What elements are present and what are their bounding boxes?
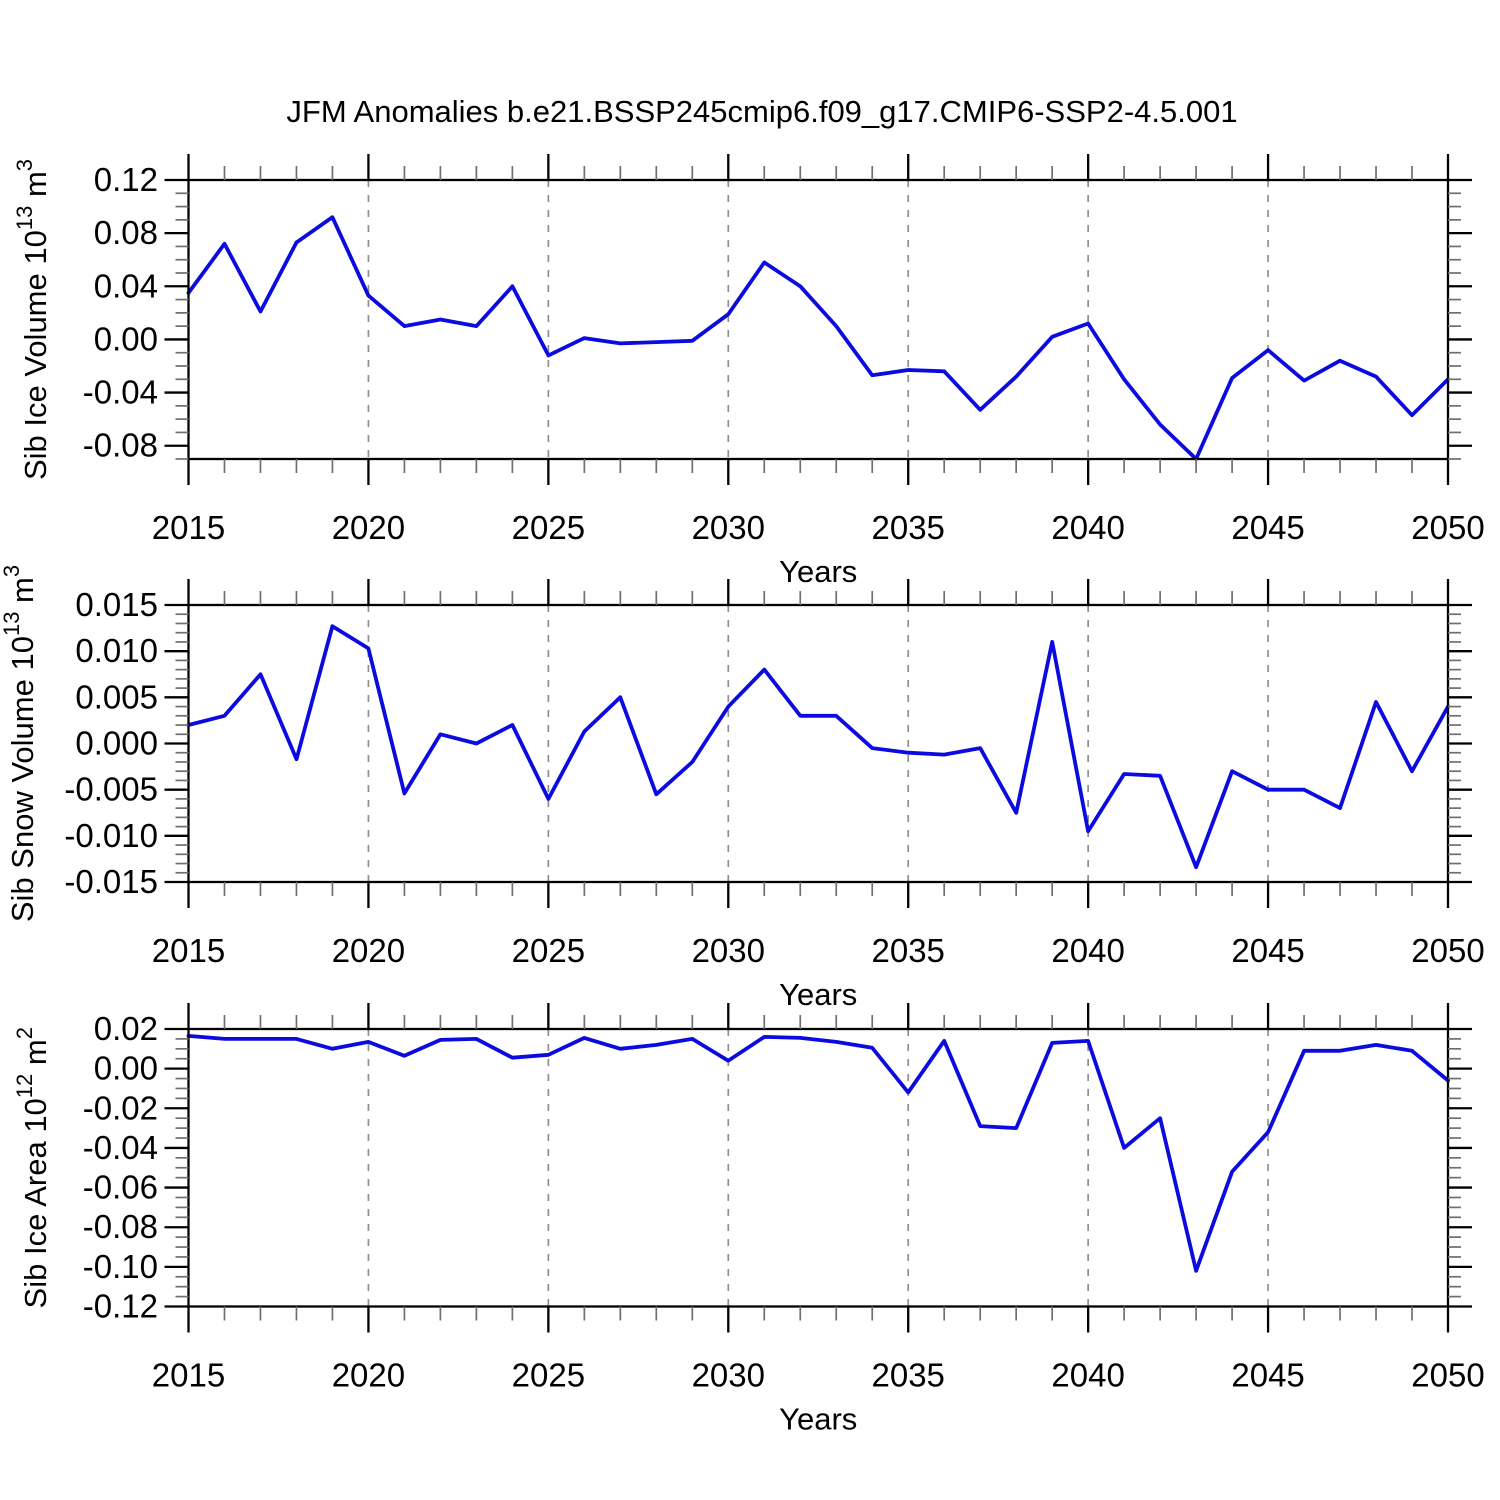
- gridlines: [367, 605, 1269, 882]
- y-axis-title-sib-ice-area: Sib Ice Area 1012 m2: [12, 1027, 53, 1308]
- x-axis-title: Years: [779, 977, 857, 1012]
- ticks: [164, 579, 1472, 908]
- y-tick-label: 0.000: [75, 725, 158, 762]
- y-tick-label: -0.12: [83, 1288, 158, 1325]
- x-tick-label: 2035: [872, 509, 945, 546]
- y-tick-label: -0.06: [83, 1169, 158, 1206]
- x-tick-label: 2040: [1051, 1357, 1124, 1394]
- x-tick-label: 2040: [1051, 932, 1124, 969]
- x-tick-label: 2030: [692, 932, 765, 969]
- ticks: [164, 1003, 1472, 1333]
- x-tick-label: 2015: [152, 1357, 225, 1394]
- x-tick-label: 2030: [692, 1357, 765, 1394]
- y-tick-label: 0.02: [94, 1010, 158, 1047]
- x-tick-label: 2020: [332, 509, 405, 546]
- y-tick-label: -0.08: [83, 1208, 158, 1245]
- y-tick-label: -0.04: [83, 1129, 158, 1166]
- y-tick-label: -0.010: [64, 817, 158, 854]
- plot-line-sib-ice-area: [186, 1034, 1450, 1273]
- panel-sib-ice-volume: 0.12 0.08 0.04 0.00 -0.04 -0.08 2015 2020 2025 20…: [12, 154, 1485, 589]
- panel-sib-snow-volume: 0.015 0.010 0.005 0.000 -0.005 -0.010 -0.015 20…: [0, 565, 1485, 1012]
- chart-title: JFM Anomalies b.e21.BSSP245cmip6.f09_g17…: [286, 94, 1237, 129]
- y-tick-label: 0.08: [94, 214, 158, 251]
- y-tick-label: 0.04: [94, 267, 158, 304]
- y-tick-label: -0.10: [83, 1248, 158, 1285]
- x-tick-label: 2020: [332, 932, 405, 969]
- x-axis-title: Years: [779, 554, 857, 589]
- x-tick-label: 2035: [872, 932, 945, 969]
- plot-frame: [187, 178, 1450, 461]
- y-axis-title-sib-snow-volume: Sib Snow Volume 1013 m3: [0, 565, 40, 922]
- y-tick-label: 0.015: [75, 586, 158, 623]
- x-tick-label: 2015: [152, 932, 225, 969]
- x-tick-label: 2050: [1411, 509, 1484, 546]
- x-tick-label: 2025: [512, 932, 585, 969]
- y-tick-label: -0.08: [83, 427, 158, 464]
- panel-sib-ice-area: 0.020.00-0.02-0.04-0.06-0.08-0.10-0.12 20…: [12, 1003, 1485, 1437]
- gridlines: [367, 180, 1269, 459]
- x-tick-label: 2015: [152, 509, 225, 546]
- gridlines: [367, 1029, 1269, 1307]
- y-tick-label: -0.04: [83, 374, 158, 411]
- plot-frame: [187, 1027, 1450, 1308]
- plot-line-sib-snow-volume: [186, 624, 1450, 870]
- x-tick-label: 2040: [1051, 509, 1124, 546]
- x-tick-label: 2025: [512, 1357, 585, 1394]
- y-tick-label: 0.00: [94, 320, 158, 357]
- x-tick-label: 2045: [1231, 1357, 1304, 1394]
- x-tick-label: 2020: [332, 1357, 405, 1394]
- x-tick-label: 2035: [872, 1357, 945, 1394]
- plot-frame: [187, 603, 1450, 884]
- x-tick-label: 2050: [1411, 932, 1484, 969]
- y-tick-label: -0.005: [64, 771, 158, 808]
- y-tick-label: 0.00: [94, 1050, 158, 1087]
- y-axis-title-sib-ice-volume: Sib Ice Volume 1013 m3: [12, 159, 53, 480]
- x-tick-label: 2045: [1231, 932, 1304, 969]
- y-tick-label: 0.12: [94, 161, 158, 198]
- x-tick-label: 2045: [1231, 509, 1304, 546]
- y-tick-label: -0.015: [64, 863, 158, 900]
- x-axis-title: Years: [779, 1402, 857, 1437]
- y-tick-label: 0.010: [75, 632, 158, 669]
- x-tick-label: 2025: [512, 509, 585, 546]
- plot-line-sib-ice-volume: [186, 215, 1450, 461]
- ticks: [164, 154, 1472, 485]
- x-tick-label: 2030: [692, 509, 765, 546]
- y-tick-label: -0.02: [83, 1089, 158, 1126]
- x-tick-label: 2050: [1411, 1357, 1484, 1394]
- y-tick-label: 0.005: [75, 678, 158, 715]
